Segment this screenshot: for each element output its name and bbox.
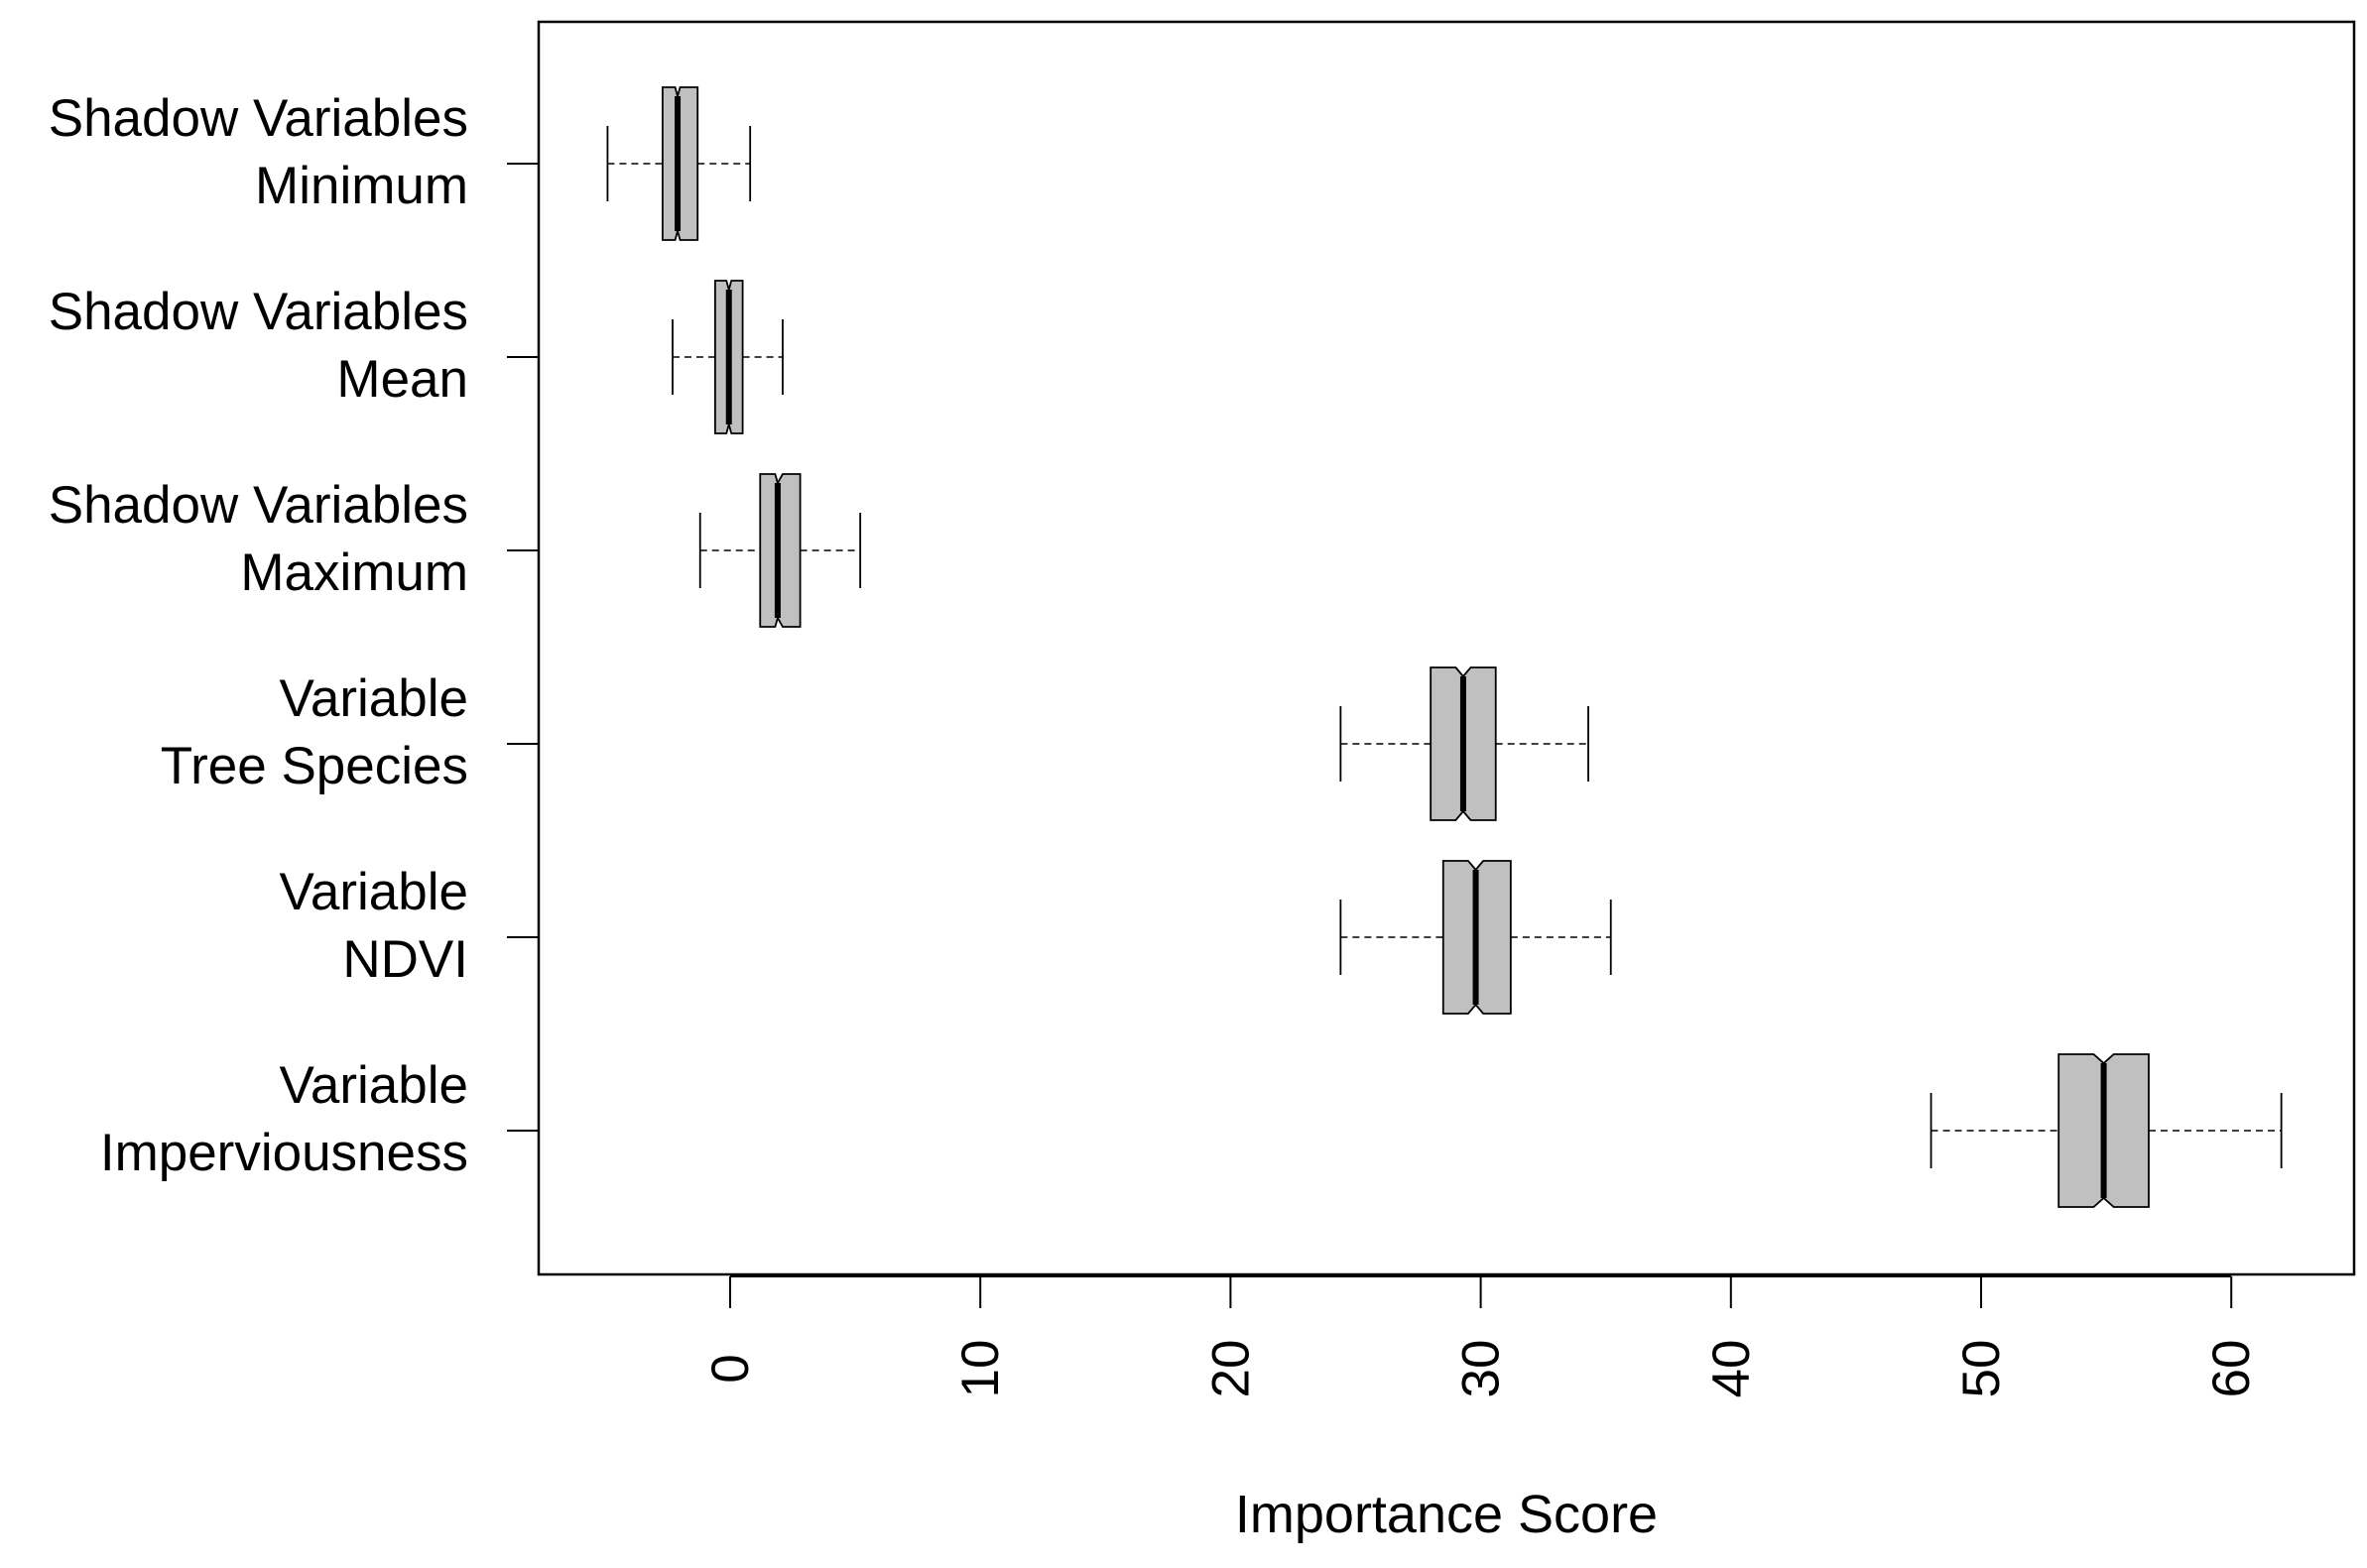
category-labels: Shadow Variables Minimum Shadow Variables M… bbox=[49, 89, 539, 1182]
category-label-line: Shadow Variables bbox=[49, 476, 468, 535]
category-label-line: Mean bbox=[336, 350, 468, 409]
x-axis-title: Importance Score bbox=[1235, 1485, 1658, 1544]
category-label-line: Variable bbox=[279, 669, 468, 728]
box-shadow-variables-mean bbox=[672, 280, 784, 434]
x-tick-label: 50 bbox=[1952, 1340, 2011, 1398]
box-shadow-variables-maximum bbox=[698, 473, 862, 628]
x-axis: 0 10 20 30 40 50 60 bbox=[701, 1275, 2261, 1398]
category-label-line: Variable bbox=[279, 863, 468, 921]
category-label-line: Imperviousness bbox=[100, 1124, 468, 1182]
category-label-line: Shadow Variables bbox=[49, 89, 468, 148]
x-tick-label: 10 bbox=[951, 1340, 1010, 1398]
category-label-line: NDVI bbox=[342, 930, 468, 989]
category-label-line: Tree Species bbox=[161, 737, 468, 795]
box-series bbox=[606, 86, 2283, 1208]
category-label-line: Variable bbox=[279, 1056, 468, 1115]
box-variable-imperviousness bbox=[1930, 1053, 2283, 1208]
x-tick-label: 0 bbox=[701, 1354, 760, 1383]
x-tick-label: 40 bbox=[1702, 1340, 1761, 1398]
x-tick-label: 60 bbox=[2202, 1340, 2261, 1398]
x-tick-label: 20 bbox=[1201, 1340, 1260, 1398]
category-label-line: Maximum bbox=[240, 543, 468, 602]
plot-frame bbox=[537, 20, 2356, 1276]
category-label-line: Shadow Variables bbox=[49, 283, 468, 341]
category-label-line: Minimum bbox=[255, 157, 468, 215]
x-tick-label: 30 bbox=[1452, 1340, 1511, 1398]
box-variable-ndvi bbox=[1339, 860, 1612, 1015]
box-variable-tree-species bbox=[1339, 666, 1589, 821]
box-shadow-variables-minimum bbox=[606, 86, 752, 241]
